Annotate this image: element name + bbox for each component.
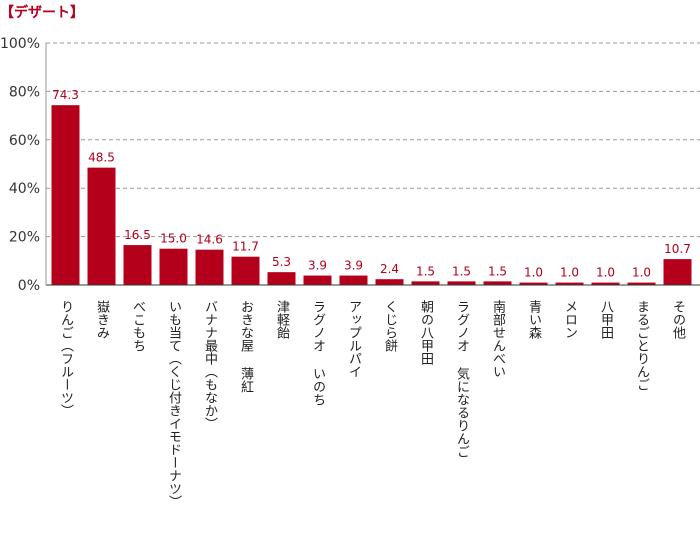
chart-title: 【デザート】 (0, 4, 84, 21)
bar-value-label: 10.7 (664, 242, 691, 256)
category-label: 南部せんべい (490, 299, 506, 378)
category-label: ラグノオ 気になるりんご (454, 300, 470, 458)
bar (447, 281, 476, 285)
category-label: くじら餅 (382, 300, 398, 352)
bar (663, 259, 692, 285)
bar (159, 248, 188, 285)
bar-value-label: 11.7 (232, 240, 259, 254)
bar (195, 249, 224, 285)
bar-value-label: 1.5 (452, 264, 471, 278)
category-label: まるごとりんご (634, 300, 649, 391)
category-label: アップルパイ (346, 300, 362, 378)
bar (51, 105, 80, 285)
bar-value-label: 3.9 (344, 259, 363, 273)
bar (375, 279, 404, 285)
category-labels: りんご（フルーツ） 嶽きみ べこもち いも当て（くじ付きイモドーナツ） バナナ最中（もな… (58, 299, 686, 508)
bar-value-label: 1.0 (632, 266, 651, 280)
bar-value-label: 1.0 (524, 266, 543, 280)
category-label: ラグノオ いのち (310, 300, 326, 406)
y-tick-label: 40% (9, 181, 40, 197)
category-label: べこもち (130, 300, 146, 352)
bar (87, 167, 116, 285)
bar-value-label: 48.5 (88, 151, 115, 165)
bar (411, 281, 440, 285)
bar (231, 256, 260, 285)
category-label: おきな屋 薄紅 (238, 300, 254, 393)
bar-value-label: 15.0 (160, 232, 187, 246)
bar (303, 275, 332, 285)
grid-lines (46, 42, 700, 238)
category-label: りんご（フルーツ） (58, 300, 74, 417)
value-labels: 74.3 48.5 16.5 15.0 14.6 11.7 5.3 3.9 3.9 2.4 1.5 1… (52, 88, 691, 279)
bar-value-label: 5.3 (272, 255, 291, 269)
y-tick-label: 80% (9, 84, 40, 100)
bar-value-label: 1.0 (560, 266, 579, 280)
category-label: 津軽飴 (274, 300, 290, 339)
bar (123, 245, 152, 285)
y-tick-label: 20% (9, 230, 40, 246)
category-label: いも当て（くじ付きイモドーナツ） (166, 300, 182, 508)
bar-value-label: 1.0 (596, 266, 615, 280)
category-label: その他 (670, 300, 686, 340)
y-axis-tick-labels: 0% 20% 40% 60% 80% 100% (0, 36, 40, 294)
category-label: 八甲田 (598, 300, 614, 339)
bar-value-label: 2.4 (380, 262, 399, 276)
bar-value-label: 1.5 (488, 264, 507, 278)
bar-value-label: 74.3 (52, 88, 79, 102)
bar-value-label: 1.5 (416, 264, 435, 278)
y-tick-label: 100% (0, 36, 40, 52)
category-label: メロン (562, 300, 577, 339)
bar (591, 282, 620, 285)
bar (483, 281, 512, 285)
bars (51, 105, 692, 285)
bar-value-label: 14.6 (196, 233, 223, 247)
bar (267, 272, 296, 285)
bar (555, 282, 584, 285)
category-label: 青い森 (526, 300, 542, 339)
y-tick-label: 0% (18, 278, 40, 294)
category-label: 朝の八甲田 (418, 300, 434, 365)
bar (339, 275, 368, 285)
y-tick-label: 60% (9, 133, 40, 149)
category-label: バナナ最中（もなか） (202, 300, 218, 430)
bar-value-label: 3.9 (308, 259, 327, 273)
bar-value-label: 16.5 (124, 228, 151, 242)
bar (519, 282, 548, 285)
category-label: 嶽きみ (94, 300, 110, 339)
bar (627, 282, 656, 285)
